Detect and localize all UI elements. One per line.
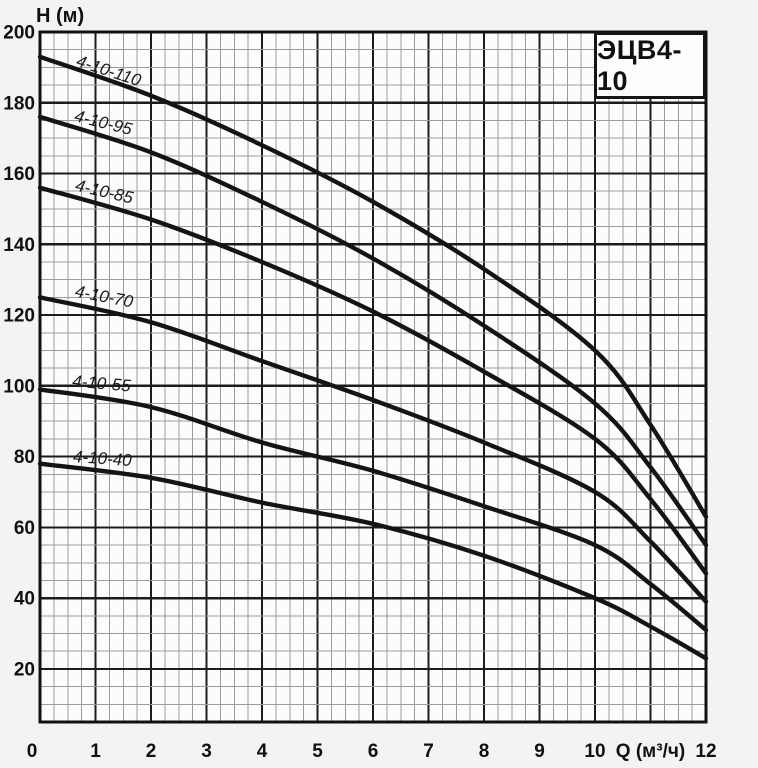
x-tick-label: 2 <box>146 741 157 762</box>
y-tick-label: 20 <box>14 659 35 680</box>
x-tick-label: 6 <box>368 741 379 762</box>
curve-4-10-95 <box>37 114 709 548</box>
x-axis-label: Q (м³/ч) <box>616 741 685 762</box>
x-tick-label: 8 <box>479 741 490 762</box>
y-tick-label: 120 <box>3 306 35 327</box>
x-tick-label: 9 <box>534 741 545 762</box>
curve-4-10-110 <box>37 54 709 519</box>
y-tick-label: 40 <box>14 589 35 610</box>
curve-4-10-70 <box>37 295 709 604</box>
x-tick-label: 10 <box>584 741 605 762</box>
y-tick-label: 100 <box>3 376 35 397</box>
curve-label: 4-10-40 <box>72 447 132 470</box>
curve-4-10-55 <box>37 387 709 633</box>
curve-4-10-85 <box>37 185 709 576</box>
curve-4-10-40 <box>37 461 709 661</box>
y-tick-label: 80 <box>14 447 35 468</box>
grid <box>39 30 707 723</box>
y-tick-label: 200 <box>3 23 35 44</box>
y-axis-label: H (м) <box>36 5 84 27</box>
x-tick-label: 4 <box>257 741 268 762</box>
x-tick-label: 3 <box>201 741 212 762</box>
y-tick-label: 160 <box>3 164 35 185</box>
x-tick-label: 7 <box>423 741 434 762</box>
y-tick-label: 140 <box>3 235 35 256</box>
y-tick-label: 60 <box>14 518 35 539</box>
x-tick-label: 1 <box>90 741 101 762</box>
y-tick-label: 180 <box>3 93 35 114</box>
plot-border <box>38 30 708 724</box>
x-tick-label: 12 <box>695 741 716 762</box>
curves <box>37 54 709 661</box>
x-tick-label: 5 <box>312 741 323 762</box>
model-badge: ЭЦВ4-10 <box>594 32 706 99</box>
x-tick-label: 0 <box>27 741 38 762</box>
